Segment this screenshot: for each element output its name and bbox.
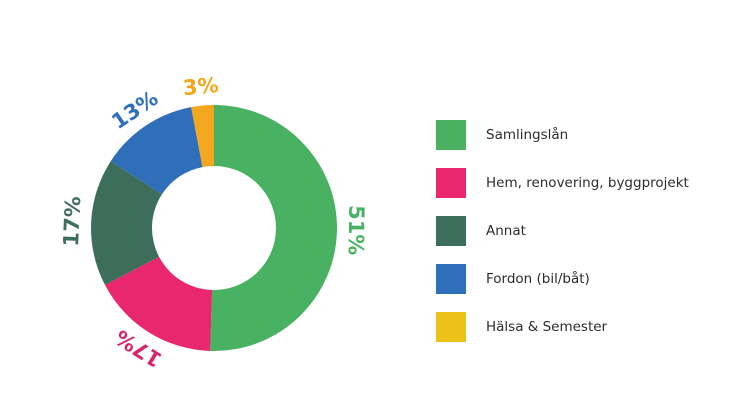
legend-label-fordon: Fordon (bil/båt) xyxy=(486,271,590,287)
legend-swatch-halsa-semester xyxy=(436,312,466,342)
legend-item-samlingslan: Samlingslån xyxy=(436,111,689,159)
slice-2 xyxy=(90,161,162,286)
legend-swatch-annat xyxy=(436,216,466,246)
slice-label-0: 51% xyxy=(344,205,369,256)
slice-1 xyxy=(105,256,213,351)
slice-3 xyxy=(110,107,203,195)
legend-item-halsa-semester: Hälsa & Semester xyxy=(436,303,689,351)
slice-label-4: 3% xyxy=(182,73,220,100)
legend-swatch-fordon xyxy=(436,264,466,294)
slice-4 xyxy=(191,105,214,168)
legend-item-hem-renovering: Hem, renovering, byggprojekt xyxy=(436,159,689,207)
slice-0 xyxy=(210,105,337,351)
legend-swatch-samlingslan xyxy=(436,120,466,150)
legend-label-hem-renovering: Hem, renovering, byggprojekt xyxy=(486,175,689,191)
legend-item-fordon: Fordon (bil/båt) xyxy=(436,255,689,303)
legend: Samlingslån Hem, renovering, byggprojekt… xyxy=(436,111,689,351)
legend-swatch-hem-renovering xyxy=(436,168,466,198)
legend-label-halsa-semester: Hälsa & Semester xyxy=(486,319,608,335)
legend-label-samlingslan: Samlingslån xyxy=(486,127,569,143)
donut-slices xyxy=(90,105,337,351)
slice-label-2: 17% xyxy=(59,196,85,247)
legend-label-annat: Annat xyxy=(486,223,526,239)
legend-item-annat: Annat xyxy=(436,207,689,255)
